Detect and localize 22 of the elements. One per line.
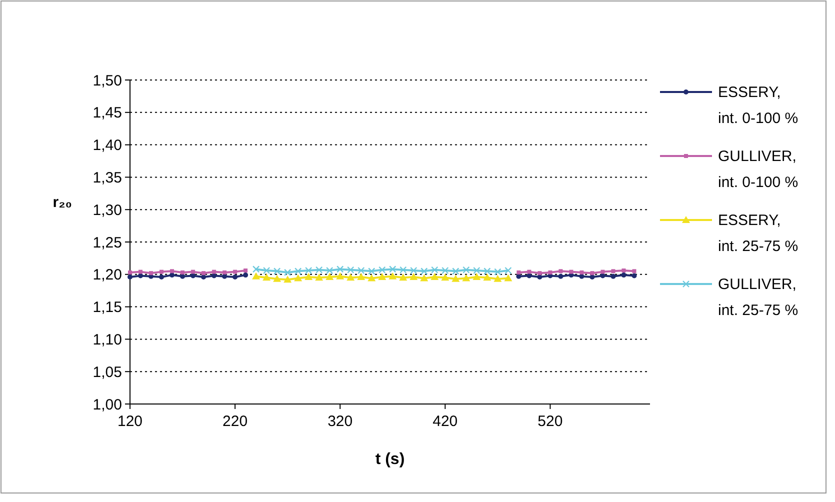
y-tick-label: 1,05 [92, 364, 122, 381]
legend-label: ESSERY, int. 25-75 % [718, 212, 798, 255]
x-tick-label: 320 [328, 413, 353, 430]
y-tick-label: 1,35 [92, 169, 122, 186]
legend-label: GULLIVER, int. 25-75 % [718, 276, 798, 319]
legend-label: ESSERY, int. 0-100 % [718, 84, 798, 127]
y-tick-label: 1,45 [92, 104, 122, 122]
y-tick-label: 1,25 [92, 234, 122, 252]
legend-label: GULLIVER, int. 0-100 % [718, 148, 798, 191]
x-tick-label: 520 [538, 413, 563, 430]
x-tick-label: 220 [222, 413, 248, 430]
y-tick-label: 1,20 [92, 266, 122, 284]
x-tick-label: 420 [432, 413, 458, 430]
x-tick-label: 120 [117, 413, 143, 430]
y-tick-label: 1,00 [92, 396, 122, 414]
y-tick-label: 1,10 [92, 331, 122, 348]
x-axis-title: t (s) [375, 451, 405, 468]
y-tick-label: 1,30 [92, 202, 122, 219]
y-tick-label: 1,40 [92, 137, 122, 154]
y-axis-title: r₂₀ [52, 194, 72, 211]
y-tick-label: 1,50 [92, 72, 122, 90]
y-tick-label: 1,15 [92, 299, 122, 316]
